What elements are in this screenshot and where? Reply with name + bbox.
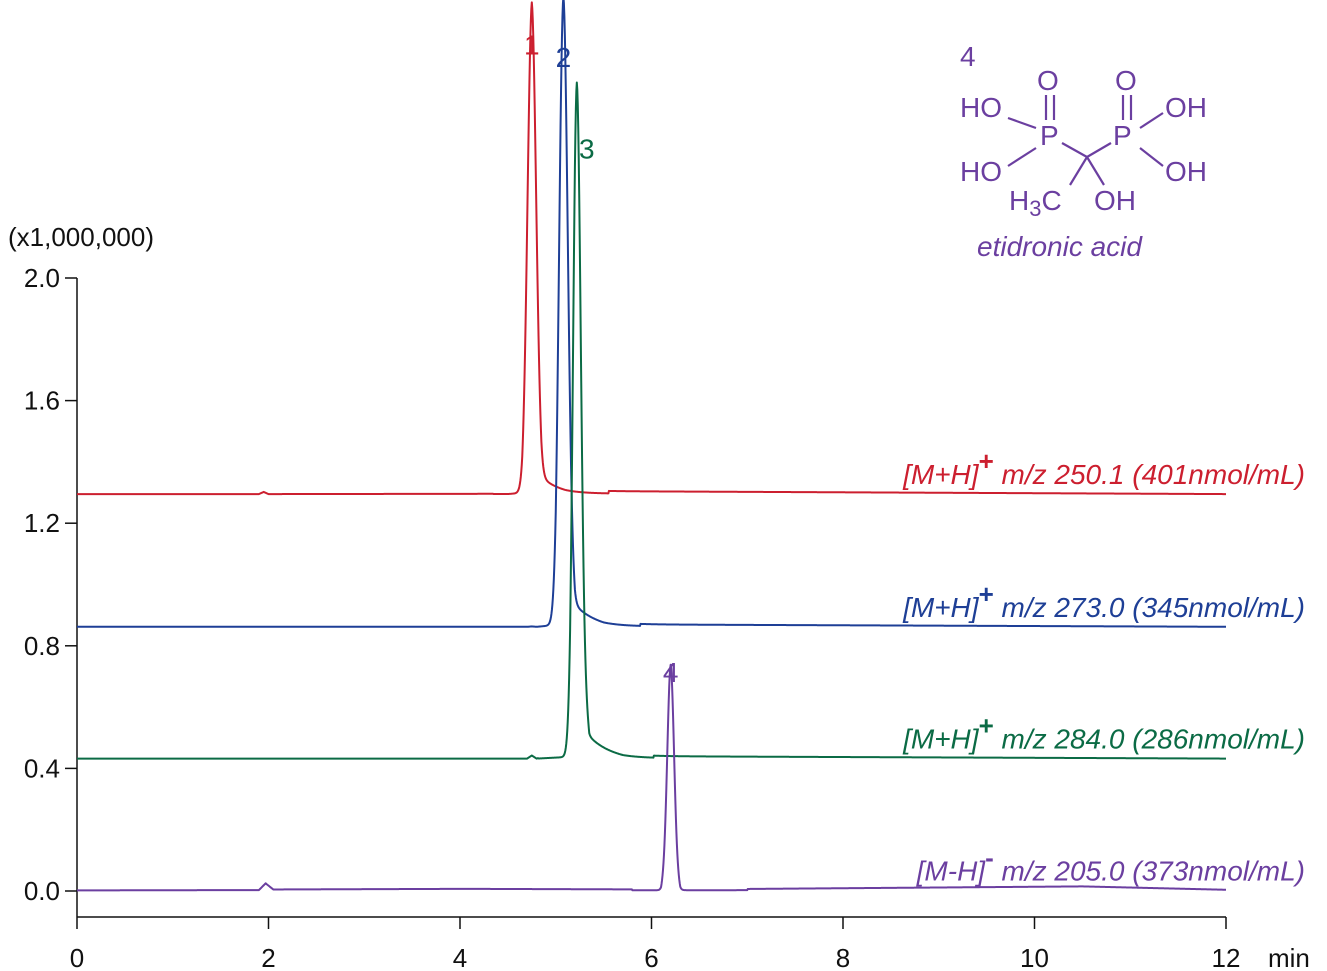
x-tick-label: 0 <box>70 943 84 971</box>
bond-p-oh-bottom-right <box>1139 147 1164 167</box>
series-label: [M+H]+ m/z 250.1 (401nmol/mL) <box>902 446 1305 490</box>
bond-p-c-left <box>1061 142 1088 158</box>
y-axis-unit-label: (x1,000,000) <box>8 222 154 252</box>
x-tick-label: 2 <box>261 943 275 971</box>
atom-ho-top-left: HO <box>960 92 1002 123</box>
trace-line-2 <box>76 0 1227 628</box>
trace-line-4 <box>76 663 1227 892</box>
series-label: [M-H]- m/z 205.0 (373nmol/mL) <box>916 842 1305 886</box>
y-tick-label: 1.2 <box>24 508 60 538</box>
y-tick-label: 0.8 <box>24 631 60 661</box>
bond-c-oh <box>1086 156 1105 186</box>
bond-c-p-right <box>1086 142 1112 158</box>
atom-h3c: H3C <box>1009 185 1062 221</box>
structure-name: etidronic acid <box>977 231 1143 262</box>
peak-number-label: 2 <box>556 42 572 73</box>
atom-ho-bottom-left: HO <box>960 156 1002 187</box>
y-tick-label: 0.0 <box>24 876 60 906</box>
trace-line-1 <box>76 1 1227 496</box>
atom-o-left: O <box>1037 65 1059 96</box>
tick-group: 0 2 4 6 8 10 12 0.0 0.4 0.8 1.2 1.6 2.0 <box>24 263 1241 971</box>
x-tick-label: 12 <box>1212 943 1241 971</box>
y-tick-label: 0.4 <box>24 753 60 783</box>
series-label: [M+H]+ m/z 273.0 (345nmol/mL) <box>902 579 1305 623</box>
x-tick-label: 10 <box>1020 943 1049 971</box>
trace-group <box>76 0 1227 892</box>
peak-number-label: 3 <box>579 134 595 165</box>
peak-number-label: 1 <box>524 30 540 61</box>
etidronic-acid-structure: 4 O O HO OH P P HO OH H3C OH etidronic a… <box>960 41 1207 262</box>
x-tick-label: 4 <box>453 943 467 971</box>
x-tick-label: 8 <box>836 943 850 971</box>
x-tick-label: 6 <box>644 943 658 971</box>
structure-number: 4 <box>960 41 976 72</box>
trace-line-3 <box>76 81 1227 760</box>
atom-p-left: P <box>1040 120 1059 151</box>
atom-oh-top-right: OH <box>1165 92 1207 123</box>
y-tick-label: 2.0 <box>24 263 60 293</box>
series-label: [M+H]+ m/z 284.0 (286nmol/mL) <box>902 711 1305 755</box>
y-tick-label: 1.6 <box>24 386 60 416</box>
atom-o-right: O <box>1115 65 1137 96</box>
trace-label-group: 1 [M+H]+ m/z 250.1 (401nmol/mL) 2 [M+H]+ m/… <box>524 30 1305 887</box>
bond-ho-p-bottom-left <box>1007 147 1037 167</box>
atom-oh-center: OH <box>1094 185 1136 216</box>
atom-p-right: P <box>1113 120 1132 151</box>
x-axis-unit-label: min <box>1268 943 1310 971</box>
atom-oh-bottom-right: OH <box>1165 156 1207 187</box>
peak-number-label: 4 <box>663 657 679 688</box>
bond-c-ch3 <box>1069 156 1088 186</box>
bond-p-oh-top-right <box>1139 112 1164 129</box>
bond-ho-p-top-left <box>1007 116 1037 130</box>
atom-h3c-subscript: 3 <box>1029 196 1041 221</box>
